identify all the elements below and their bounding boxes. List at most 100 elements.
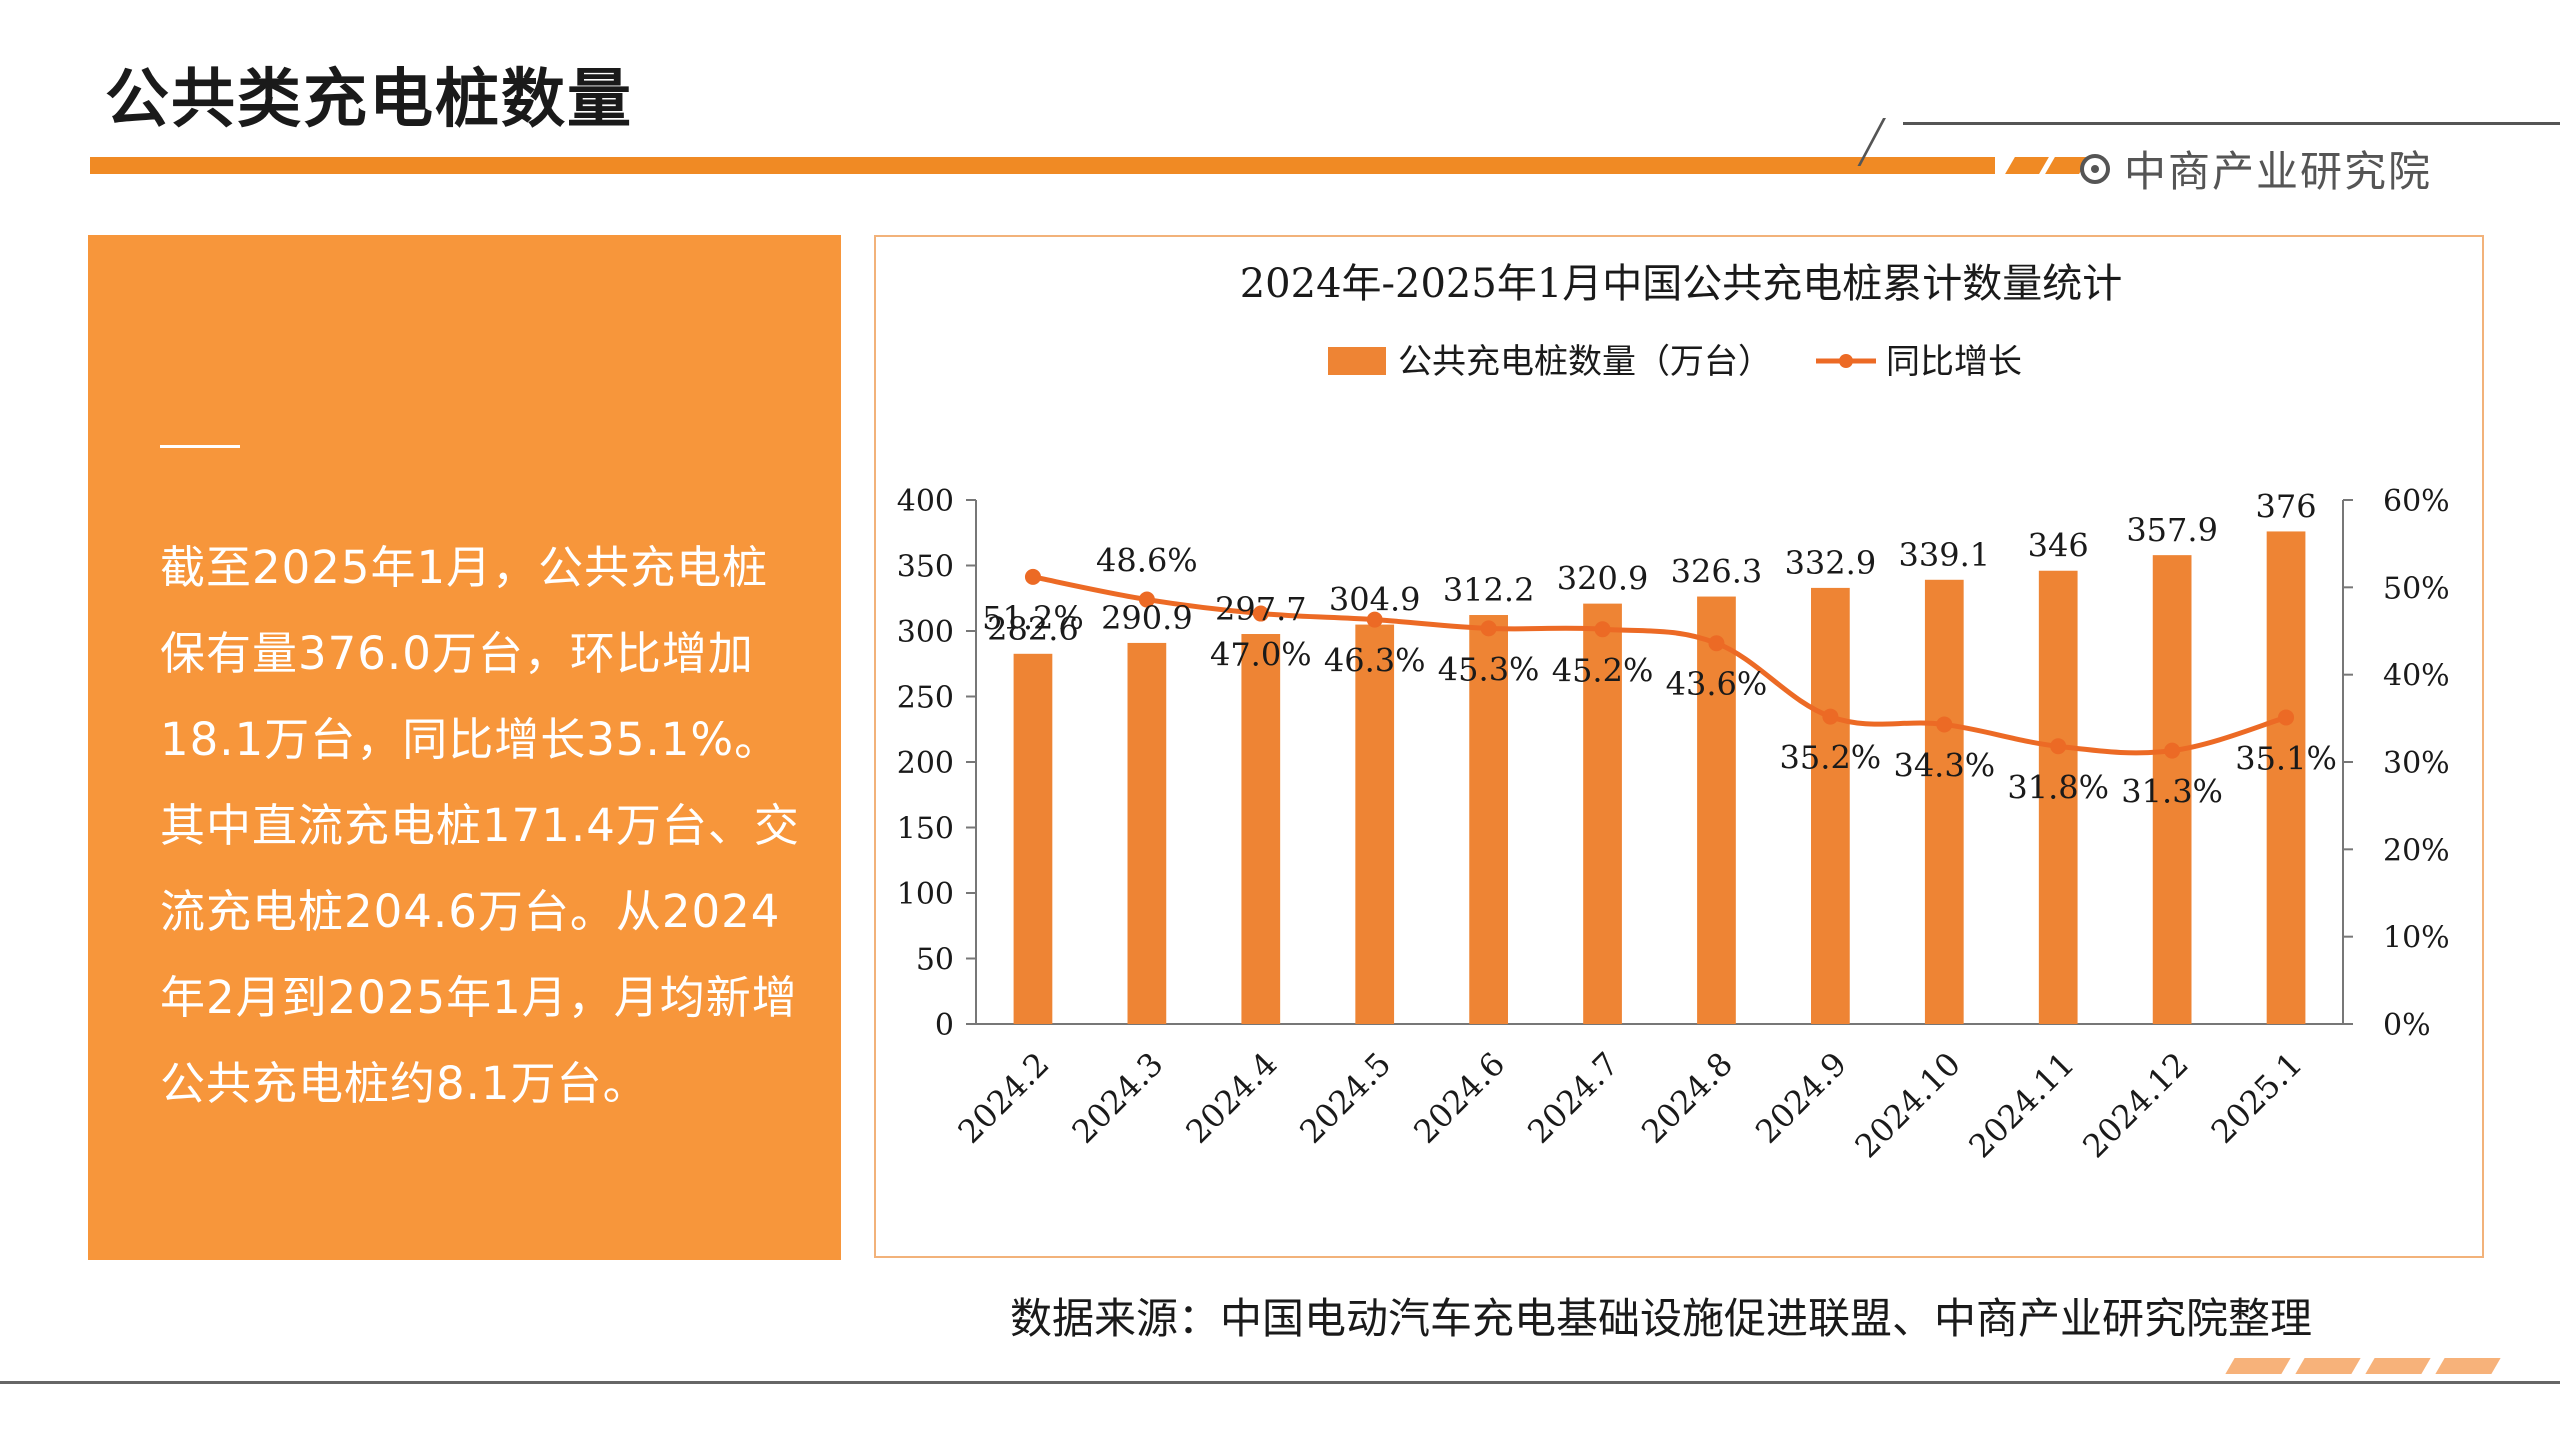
growth-value-label: 45.2% [1552,651,1654,689]
bar-value-label: 346 [2028,527,2089,565]
bar [1469,615,1508,1024]
combo-chart: 2024年-2025年1月中国公共充电桩累计数量统计 公共充电桩数量（万台） 同… [897,261,2450,1165]
bar-value-label: 320.9 [1557,560,1649,598]
panel-divider [160,445,240,448]
x-tick-label: 2024.10 [1848,1045,1968,1165]
bar [1811,587,1850,1024]
growth-value-label: 45.3% [1438,650,1540,688]
x-tick-label: 2024.9 [1748,1045,1854,1151]
y-left-tick-label: 0 [935,1008,954,1043]
footer-stripe [2295,1358,2361,1374]
page-title: 公共类充电桩数量 [105,63,633,137]
bar-series [1013,531,2306,1024]
growth-value-label: 47.0% [1210,636,1312,674]
y-left-tick-label: 350 [897,550,954,585]
x-tick-label: 2025.1 [2204,1045,2310,1151]
summary-panel: 截至2025年1月，公共充电桩保有量376.0万台，环比增加18.1万台，同比增… [88,235,841,1260]
y-right-tick-label: 60% [2383,484,2450,519]
footer-stripe [2365,1358,2431,1374]
chart-title: 2024年-2025年1月中国公共充电桩累计数量统计 [1240,261,2123,307]
growth-line [1032,574,2287,756]
bar-value-label: 297.7 [1215,590,1307,628]
legend-bar-label: 公共充电桩数量（万台） [1398,342,1772,382]
bar [1241,634,1281,1024]
bar [1583,603,1622,1024]
y-right-tick-label: 10% [2383,921,2450,956]
line-point [1936,716,1953,733]
bar [1355,624,1395,1024]
y-right-tick-label: 40% [2383,659,2450,694]
data-source: 数据来源：中国电动汽车充电基础设施促进联盟、中商产业研究院整理 [1010,1294,2313,1343]
y-right-tick-label: 0% [2383,1008,2431,1043]
growth-value-label: 48.6% [1096,542,1198,580]
y-left-tick-label: 300 [897,615,954,650]
bar-value-label: 326.3 [1671,553,1763,591]
line-point [1024,568,1041,585]
bar-value-label: 357.9 [2126,511,2218,549]
bar-value-label: 304.9 [1329,581,1421,619]
line-point [2278,709,2295,726]
bar [1013,653,1053,1024]
x-tick-label: 2024.6 [1406,1045,1512,1151]
bar-value-label: 282.6 [987,610,1079,648]
y-left-tick-label: 250 [897,681,954,716]
bar [2152,555,2192,1024]
legend-bar-swatch [1328,347,1386,375]
growth-value-label: 46.3% [1324,642,1426,680]
bar-value-label: 339.1 [1898,536,1990,574]
x-tick-label: 2024.12 [2075,1045,2195,1165]
bar [1697,596,1736,1024]
line-point [1138,591,1155,608]
growth-value-label: 31.8% [2007,768,2109,806]
growth-value-label: 34.3% [1893,746,1995,784]
brand-name: 中商产业研究院 [2124,147,2433,196]
growth-value-label: 43.6% [1666,665,1768,703]
brand-logo-icon [2080,153,2110,184]
line-point [1366,611,1383,628]
header-accent-bar [90,157,1995,174]
growth-value-label: 51.2% [982,599,1084,637]
x-tick-label: 2024.4 [1178,1045,1284,1151]
line-point [2050,738,2067,755]
y-left-tick-label: 200 [897,746,954,781]
legend-line-label: 同比增长 [1886,342,2022,382]
line-point [1822,708,1839,725]
line-point [1708,635,1725,652]
legend-line-marker [1839,354,1853,368]
bar-value-label: 332.9 [1785,544,1877,582]
y-left-tick-label: 50 [916,943,954,978]
data-labels: 282.6 290.9 297.7 304.9 312.2 320.9 326.3 332.9… [982,487,2337,810]
bar [1127,642,1167,1024]
footer-stripe [2435,1358,2501,1374]
x-tick-label: 2024.2 [951,1045,1057,1151]
growth-value-label: 35.1% [2235,739,2337,777]
x-tick-label: 2024.3 [1064,1045,1170,1151]
chart-container: 2024年-2025年1月中国公共充电桩累计数量统计 公共充电桩数量（万台） 同… [874,235,2484,1258]
x-tick-label: 2024.8 [1634,1045,1740,1151]
bar [2266,531,2306,1024]
x-tick-label: 2024.5 [1292,1045,1398,1151]
growth-value-label: 35.2% [1780,739,1882,777]
y-left-tick-label: 150 [897,812,954,847]
y-right-tick-label: 20% [2383,833,2450,868]
x-tick-label: 2024.7 [1520,1045,1626,1151]
y-right-tick-label: 30% [2383,746,2450,781]
bar [1924,579,1964,1024]
header-stripe [2005,157,2049,174]
bar [2038,570,2078,1024]
line-point [1252,605,1269,622]
bar-value-label: 290.9 [1101,599,1193,637]
line-point [2164,742,2181,759]
y-left-tick-label: 100 [897,877,954,912]
chart-legend: 公共充电桩数量（万台） 同比增长 [1328,342,2022,382]
growth-value-label: 31.3% [2121,773,2223,811]
line-point [1594,621,1611,638]
summary-text: 截至2025年1月，公共充电桩保有量376.0万台，环比增加18.1万台，同比增… [160,541,800,1110]
bar-value-label: 376 [2256,487,2317,525]
line-point [1480,620,1497,637]
y-right-tick-label: 50% [2383,571,2450,606]
footer-divider [0,1381,2560,1384]
footer-stripe [2225,1358,2291,1374]
brand-logo: 中商产业研究院 [2080,138,2432,199]
bar-value-label: 312.2 [1443,571,1535,609]
